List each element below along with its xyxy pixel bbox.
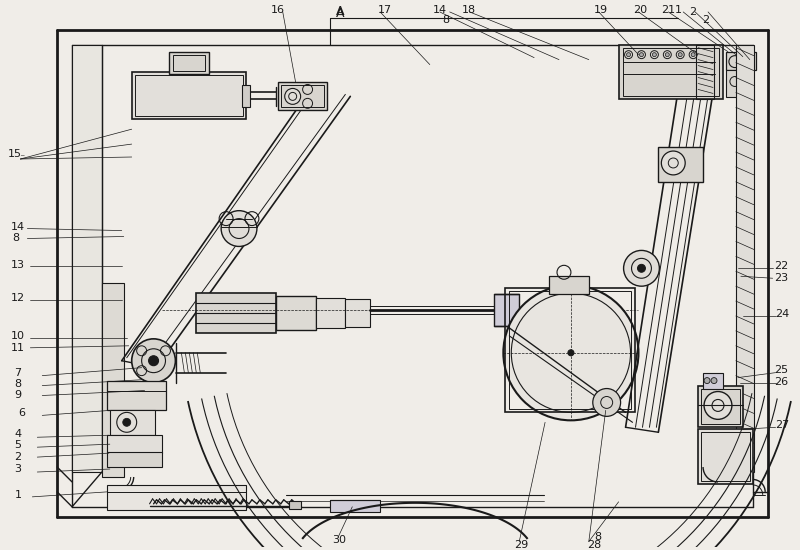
Bar (315, 298, 346, 328)
Text: 22: 22 (774, 261, 788, 271)
Bar (281, 85, 325, 107)
Bar (506, 288, 634, 412)
Bar (658, 147, 703, 182)
Bar (107, 381, 166, 410)
Text: 8: 8 (13, 234, 19, 244)
Text: 5: 5 (14, 440, 22, 450)
Text: 2: 2 (689, 7, 696, 17)
Bar (107, 485, 246, 510)
Bar (134, 75, 243, 116)
Circle shape (221, 211, 257, 246)
Bar (72, 45, 102, 472)
Bar (494, 294, 519, 326)
Bar (107, 452, 162, 467)
Text: 26: 26 (774, 377, 788, 387)
Circle shape (704, 392, 732, 419)
Circle shape (704, 378, 710, 383)
Text: 24: 24 (776, 309, 790, 319)
Circle shape (711, 378, 717, 383)
Bar (701, 432, 750, 481)
Text: 13: 13 (10, 260, 25, 270)
Text: 2: 2 (14, 452, 22, 462)
Bar (726, 69, 748, 97)
Bar (698, 386, 743, 427)
Text: 8: 8 (14, 378, 22, 388)
Circle shape (568, 350, 574, 356)
Text: A: A (335, 6, 344, 18)
Bar (242, 85, 250, 107)
Text: 15: 15 (7, 149, 22, 159)
Circle shape (691, 53, 695, 57)
Text: 8: 8 (594, 532, 601, 542)
Bar (107, 435, 162, 453)
Text: 6: 6 (18, 409, 26, 419)
Bar (701, 388, 740, 424)
Text: 1: 1 (675, 5, 682, 15)
Circle shape (626, 53, 630, 57)
Text: 14: 14 (10, 222, 25, 232)
Circle shape (285, 89, 301, 104)
Bar (622, 48, 719, 96)
Circle shape (662, 151, 685, 175)
Bar (698, 430, 753, 484)
Circle shape (678, 53, 682, 57)
Bar (346, 299, 370, 327)
Text: 12: 12 (10, 293, 25, 303)
Text: 27: 27 (776, 420, 790, 430)
Text: 30: 30 (333, 535, 346, 544)
Bar (289, 501, 301, 509)
Text: 18: 18 (462, 5, 476, 15)
Circle shape (653, 53, 656, 57)
Circle shape (132, 339, 175, 383)
Bar (102, 283, 124, 477)
Text: ‾: ‾ (21, 156, 24, 162)
Bar (696, 45, 714, 100)
Bar (170, 52, 210, 74)
Bar (110, 410, 154, 435)
Text: 14: 14 (433, 5, 447, 15)
Bar (736, 45, 754, 472)
Text: 21: 21 (662, 5, 675, 15)
Circle shape (593, 388, 621, 416)
Bar (174, 54, 206, 70)
Text: 23: 23 (774, 273, 788, 283)
Bar (703, 373, 723, 388)
Circle shape (638, 265, 646, 272)
Text: 3: 3 (14, 464, 22, 474)
Circle shape (503, 285, 638, 420)
Bar (278, 82, 327, 111)
Text: 2: 2 (702, 15, 710, 25)
Text: 9: 9 (14, 389, 22, 399)
Text: 7: 7 (14, 367, 22, 378)
Circle shape (623, 250, 659, 286)
Text: 29: 29 (514, 540, 529, 549)
Text: A: A (335, 7, 344, 20)
Text: 11: 11 (10, 343, 25, 353)
Text: 16: 16 (271, 5, 285, 15)
Bar (618, 45, 723, 100)
Text: 25: 25 (774, 365, 788, 375)
Text: 17: 17 (378, 5, 392, 15)
Bar (549, 276, 589, 294)
Text: 19: 19 (594, 5, 608, 15)
Circle shape (666, 53, 670, 57)
Text: 20: 20 (634, 5, 648, 15)
Bar (132, 72, 246, 119)
Circle shape (122, 419, 130, 426)
Circle shape (639, 53, 643, 57)
Text: 10: 10 (10, 331, 25, 341)
Bar (726, 52, 756, 69)
Bar (510, 291, 630, 409)
Bar (196, 293, 276, 333)
Text: 8: 8 (442, 15, 450, 25)
Circle shape (149, 356, 158, 366)
Bar (330, 500, 380, 512)
Text: 4: 4 (14, 429, 22, 439)
Text: 28: 28 (587, 540, 601, 549)
Bar (276, 296, 315, 330)
Text: 1: 1 (14, 490, 22, 500)
